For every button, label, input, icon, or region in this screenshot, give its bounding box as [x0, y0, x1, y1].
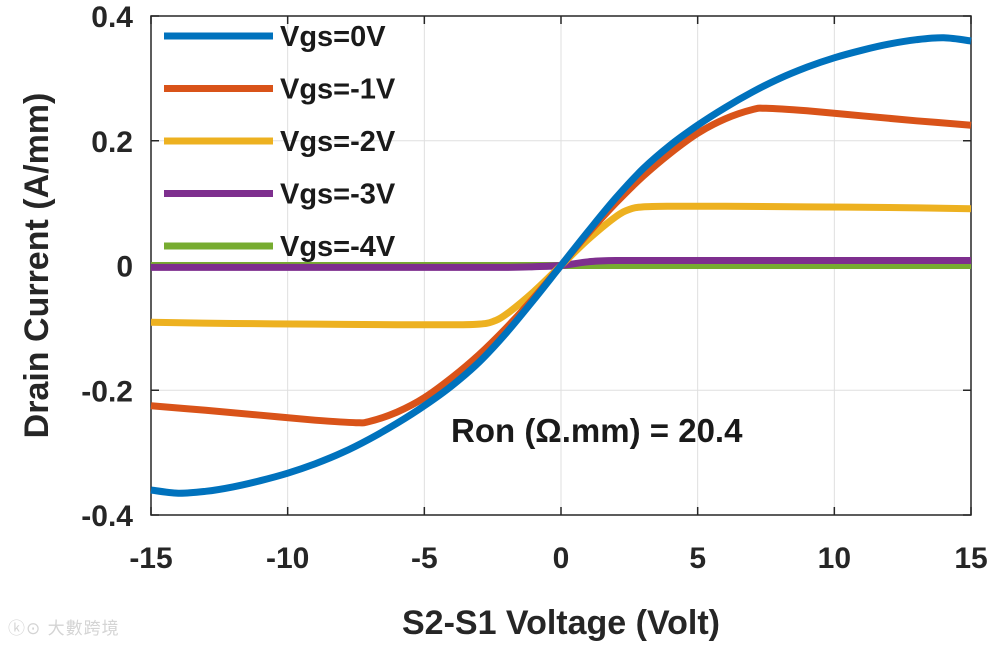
series-group — [150, 34, 972, 497]
legend-label: Vgs=-1V — [280, 74, 396, 106]
x-tick-label: -5 — [411, 542, 438, 575]
y-tick-label: 0.4 — [91, 1, 133, 34]
x-tick-label: 10 — [818, 542, 851, 575]
x-tick-label: -10 — [266, 542, 309, 575]
x-axis-title: S2-S1 Voltage (Volt) — [402, 604, 720, 642]
x-tick-label: 5 — [689, 542, 706, 575]
y-axis: -0.4 -0.2 0 0.2 0.4 — [81, 1, 971, 533]
legend-label: Vgs=-2V — [280, 126, 396, 158]
legend: Vgs=0V Vgs=-1V Vgs=-2V Vgs=-3V Vgs=-4V — [164, 21, 396, 263]
y-axis-title: Drain Current (A/mm) — [18, 93, 56, 439]
x-tick-label: -15 — [129, 542, 172, 575]
x-tick-label: 15 — [954, 542, 987, 575]
watermark-logo: ⓚ⊙ 大數跨境 — [8, 614, 120, 639]
y-tick-label: 0.2 — [91, 126, 133, 159]
watermark-text: 大數跨境 — [47, 619, 120, 639]
y-tick-label: -0.4 — [81, 500, 133, 533]
legend-label: Vgs=-4V — [280, 231, 396, 263]
legend-label: Vgs=-3V — [280, 179, 396, 211]
y-tick-label: 0 — [116, 251, 133, 284]
watermark-icon: ⓚ⊙ — [8, 619, 42, 639]
y-tick-label: -0.2 — [81, 375, 133, 408]
ron-annotation: Ron (Ω.mm) = 20.4 — [451, 412, 743, 449]
x-axis: -15 -10 -5 0 5 10 15 — [129, 16, 988, 575]
legend-label: Vgs=0V — [280, 21, 386, 53]
series-line-0 — [150, 34, 972, 497]
x-tick-label: 0 — [553, 542, 570, 575]
